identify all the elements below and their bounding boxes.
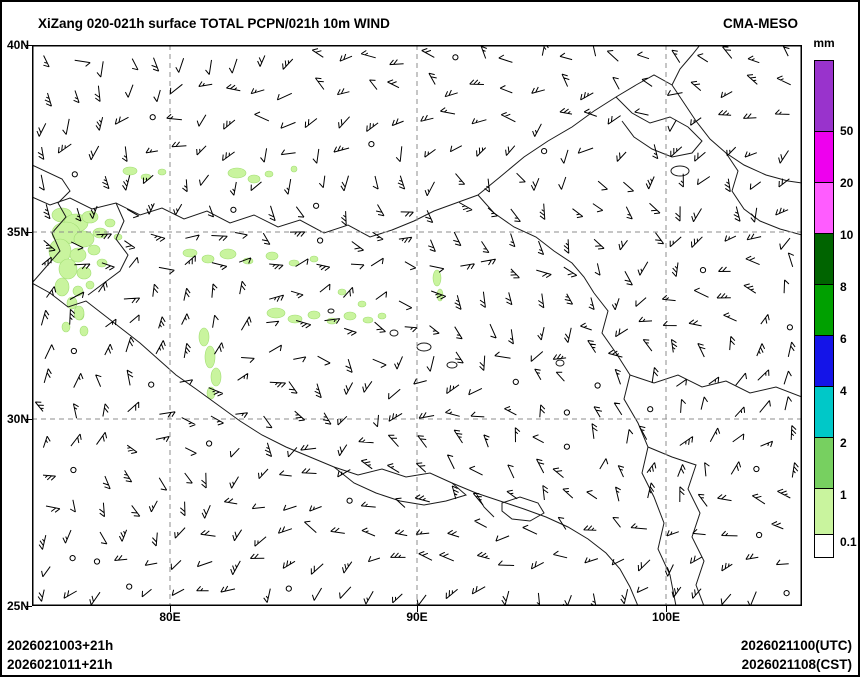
lat-tick [26,419,32,421]
colorbar [814,60,834,558]
lat-label-30N: 30N [6,412,29,427]
lat-label-35N: 35N [6,224,29,239]
colorbar-segment [814,131,834,183]
map-boundaries [32,45,802,606]
lon-tick [417,606,418,612]
lon-tick [666,606,667,612]
colorbar-level-8: 8 [840,280,847,294]
colorbar-level-10: 10 [840,228,854,242]
lat-label-40N: 40N [6,38,29,52]
lat-tick [26,231,32,233]
lon-label-80E: 80E [159,610,181,624]
colorbar-unit-label: mm [813,36,835,50]
colorbar-segment [814,534,834,558]
valid-time-utc: 2026021100(UTC) [740,638,852,653]
colorbar-segment [814,335,834,387]
calm-wind-circles [69,54,794,597]
lon-tick [170,606,171,612]
colorbar-level-2: 2 [840,436,847,450]
colorbar-segment [814,182,834,234]
colorbar-level-0.1: 0.1 [840,535,857,549]
init-time-line-2: 2026021011+21h [7,657,113,672]
lon-label-100E: 100E [651,610,681,624]
colorbar-segment [814,284,834,336]
colorbar-level-20: 20 [840,176,854,190]
colorbar-level-4: 4 [840,384,847,398]
colorbar-level-1: 1 [840,488,847,502]
graticule [32,45,802,606]
colorbar-segment [814,233,834,285]
model-name-label: CMA-MESO [723,16,798,31]
lon-label-90E: 90E [406,610,428,624]
colorbar-level-6: 6 [840,332,847,346]
colorbar-segment [814,60,834,132]
chart-title: XiZang 020-021h surface TOTAL PCPN/021h … [38,16,390,31]
lat-label-25N: 25N [6,599,29,613]
precip-shading [48,165,444,400]
plot-border [32,45,802,606]
valid-time-cst: 2026021108(CST) [741,657,852,672]
colorbar-level-50: 50 [840,124,854,138]
lat-tick [26,606,32,607]
colorbar-segment [814,386,834,438]
wind-barbs [34,45,799,606]
map-plot [32,45,802,606]
lat-tick [26,45,32,46]
colorbar-segment [814,488,834,535]
init-time-line-1: 2026021003+21h [7,638,114,653]
colorbar-segment [814,437,834,489]
